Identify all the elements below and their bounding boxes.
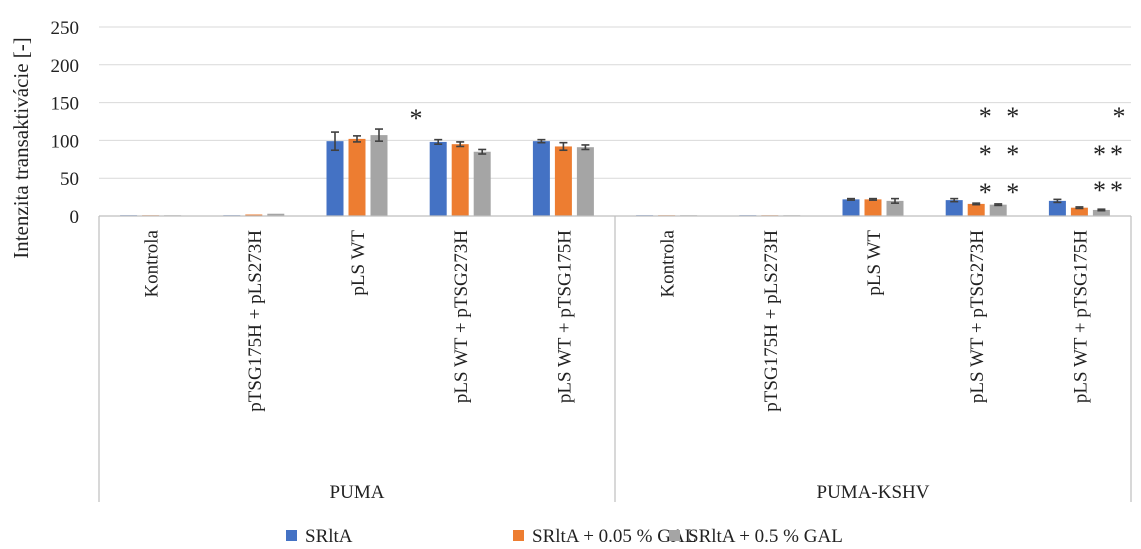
bar bbox=[245, 214, 263, 216]
y-tick-label: 200 bbox=[51, 56, 80, 77]
significance-asterisk: * * bbox=[979, 140, 1024, 169]
legend-label: SRltA bbox=[305, 526, 353, 547]
error-bars bbox=[331, 128, 1106, 212]
significance-asterisk: * bbox=[410, 104, 427, 133]
significance-asterisk: ** bbox=[1093, 140, 1127, 169]
x-tick-label: pLS WT + pTSG175H bbox=[1070, 230, 1091, 403]
x-tick-label: pTSG175H + pLS273H bbox=[761, 230, 782, 412]
legend-label: SRltA + 0.5 % GAL bbox=[688, 526, 843, 547]
legend-swatch bbox=[513, 530, 524, 541]
bar bbox=[842, 199, 860, 216]
x-axis-category-labels: Kontrola pTSG175H + pLS273H pLS WT pLS WT +… bbox=[142, 229, 1092, 411]
legend-label: SRltA + 0.05 % GAL bbox=[532, 526, 696, 547]
significance-asterisk: * * bbox=[979, 102, 1024, 131]
x-tick-label: pLS WT + pTSG175H bbox=[554, 230, 575, 403]
x-tick-label: pLS WT bbox=[348, 230, 369, 296]
x-axis bbox=[98, 215, 1132, 502]
significance-annotations: * * ** ** ****** bbox=[410, 102, 1130, 207]
bar bbox=[348, 138, 366, 216]
legend-swatch bbox=[669, 530, 680, 541]
significance-asterisk: * * bbox=[979, 178, 1024, 207]
y-axis-ticks: 0 50 100 150 200 250 bbox=[51, 18, 80, 228]
y-tick-label: 100 bbox=[51, 131, 80, 152]
gridlines bbox=[99, 26, 1131, 179]
bar bbox=[989, 204, 1007, 216]
bar bbox=[1070, 207, 1088, 216]
legend-swatch bbox=[286, 530, 297, 541]
bar bbox=[267, 213, 285, 216]
bar bbox=[576, 147, 594, 216]
x-tick-label: Kontrola bbox=[142, 229, 163, 297]
x-tick-label: pLS WT + pTSG273H bbox=[967, 230, 988, 403]
bar bbox=[451, 144, 469, 216]
bar bbox=[554, 146, 572, 216]
y-tick-label: 50 bbox=[60, 169, 79, 190]
x-axis-group-labels: PUMA PUMA-KSHV bbox=[330, 482, 930, 503]
bar bbox=[967, 203, 985, 216]
x-tick-label: pTSG175H + pLS273H bbox=[245, 230, 266, 412]
bar bbox=[945, 200, 963, 216]
x-tick-label: pLS WT + pTSG273H bbox=[451, 230, 472, 403]
group-label: PUMA bbox=[330, 482, 385, 503]
x-tick-label: pLS WT bbox=[864, 230, 885, 296]
bar bbox=[886, 200, 904, 216]
bars bbox=[120, 135, 1110, 216]
y-axis-label: Intenzita transaktivácie [-] bbox=[9, 37, 33, 259]
bar bbox=[429, 141, 447, 216]
significance-asterisk: * bbox=[1113, 102, 1130, 131]
bar bbox=[1092, 209, 1110, 216]
bar bbox=[532, 141, 550, 216]
bar bbox=[864, 199, 882, 216]
y-tick-label: 0 bbox=[70, 207, 80, 228]
y-tick-label: 150 bbox=[51, 94, 80, 115]
significance-asterisk: ** bbox=[1093, 176, 1127, 205]
group-label: PUMA-KSHV bbox=[817, 482, 930, 503]
bar bbox=[326, 141, 344, 216]
y-tick-label: 250 bbox=[51, 18, 80, 39]
bar bbox=[1048, 200, 1066, 216]
x-tick-label: Kontrola bbox=[658, 229, 679, 297]
bar bbox=[473, 151, 491, 216]
bar bbox=[370, 135, 388, 216]
